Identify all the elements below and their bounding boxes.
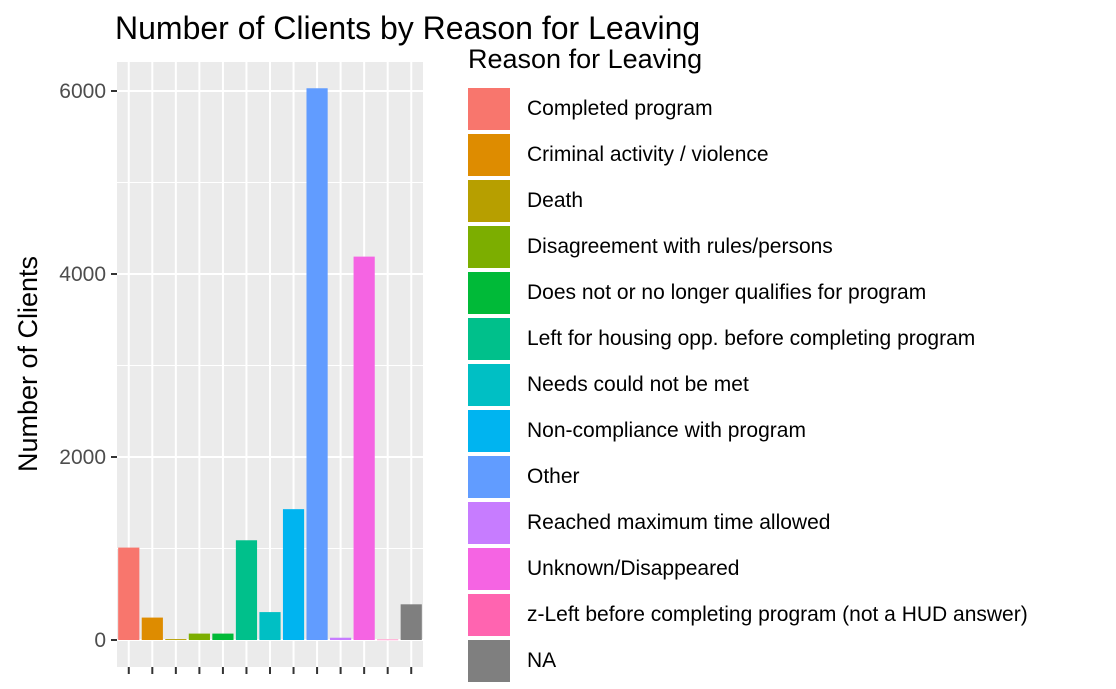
legend-item: Death	[468, 178, 1028, 224]
bar	[306, 88, 328, 640]
legend-swatch	[468, 88, 510, 130]
bar	[165, 639, 187, 640]
y-tick-label: 6000	[59, 80, 106, 103]
bar	[259, 612, 281, 640]
legend-swatch	[468, 410, 510, 452]
legend-swatch	[468, 640, 510, 682]
legend-item: Unknown/Disappeared	[468, 546, 1028, 592]
legend-item: NA	[468, 638, 1028, 684]
legend-label: NA	[527, 649, 557, 672]
legend-swatch	[468, 134, 510, 176]
legend-item: Does not or no longer qualifies for prog…	[468, 270, 1028, 316]
y-axis-label: Number of Clients	[13, 256, 43, 472]
legend-label: Criminal activity / violence	[527, 143, 769, 166]
legend-label: z-Left before completing program (not a …	[527, 603, 1028, 626]
legend-swatch	[468, 318, 510, 360]
legend-swatch	[468, 456, 510, 498]
legend-item: Reached maximum time allowed	[468, 500, 1028, 546]
legend-item: Disagreement with rules/persons	[468, 224, 1028, 270]
legend-label: Reached maximum time allowed	[527, 511, 831, 534]
chart-title: Number of Clients by Reason for Leaving	[115, 10, 701, 46]
bar	[212, 633, 234, 640]
bar	[282, 509, 305, 640]
legend-label: Unknown/Disappeared	[527, 557, 740, 580]
legend-swatch	[468, 226, 510, 268]
legend-label: Disagreement with rules/persons	[527, 235, 833, 258]
legend: Reason for Leaving Completed program Crim…	[468, 42, 1028, 684]
y-tick-label: 2000	[59, 446, 106, 469]
legend-item: Left for housing opp. before completing …	[468, 316, 1028, 362]
legend-swatch	[468, 594, 510, 636]
legend-item: Needs could not be met	[468, 362, 1028, 408]
legend-swatch	[468, 272, 510, 314]
bar	[400, 604, 422, 640]
legend-label: Needs could not be met	[527, 373, 749, 396]
legend-item: z-Left before completing program (not a …	[468, 592, 1028, 638]
legend-label: Left for housing opp. before completing …	[527, 327, 976, 350]
legend-swatch	[468, 364, 510, 406]
legend-swatch	[468, 548, 510, 590]
legend-item: Non-compliance with program	[468, 408, 1028, 454]
bar	[330, 637, 352, 640]
legend-label: Does not or no longer qualifies for prog…	[527, 281, 927, 304]
legend-label: Non-compliance with program	[527, 419, 806, 442]
y-tick-label: 4000	[59, 263, 106, 286]
bar	[188, 633, 210, 640]
legend-swatch	[468, 502, 510, 544]
legend-swatch	[468, 180, 510, 222]
bar	[118, 547, 140, 640]
y-tick-label: 0	[94, 629, 106, 652]
bar	[141, 617, 163, 640]
legend-item: Completed program	[468, 86, 1028, 132]
bar	[377, 639, 399, 641]
legend-item: Other	[468, 454, 1028, 500]
bar	[235, 540, 258, 640]
legend-label: Completed program	[527, 97, 713, 120]
legend-label: Death	[527, 189, 584, 212]
bar	[353, 256, 375, 640]
legend-label: Other	[527, 465, 580, 488]
legend-item: Criminal activity / violence	[468, 132, 1028, 178]
legend-title: Reason for Leaving	[468, 44, 703, 74]
